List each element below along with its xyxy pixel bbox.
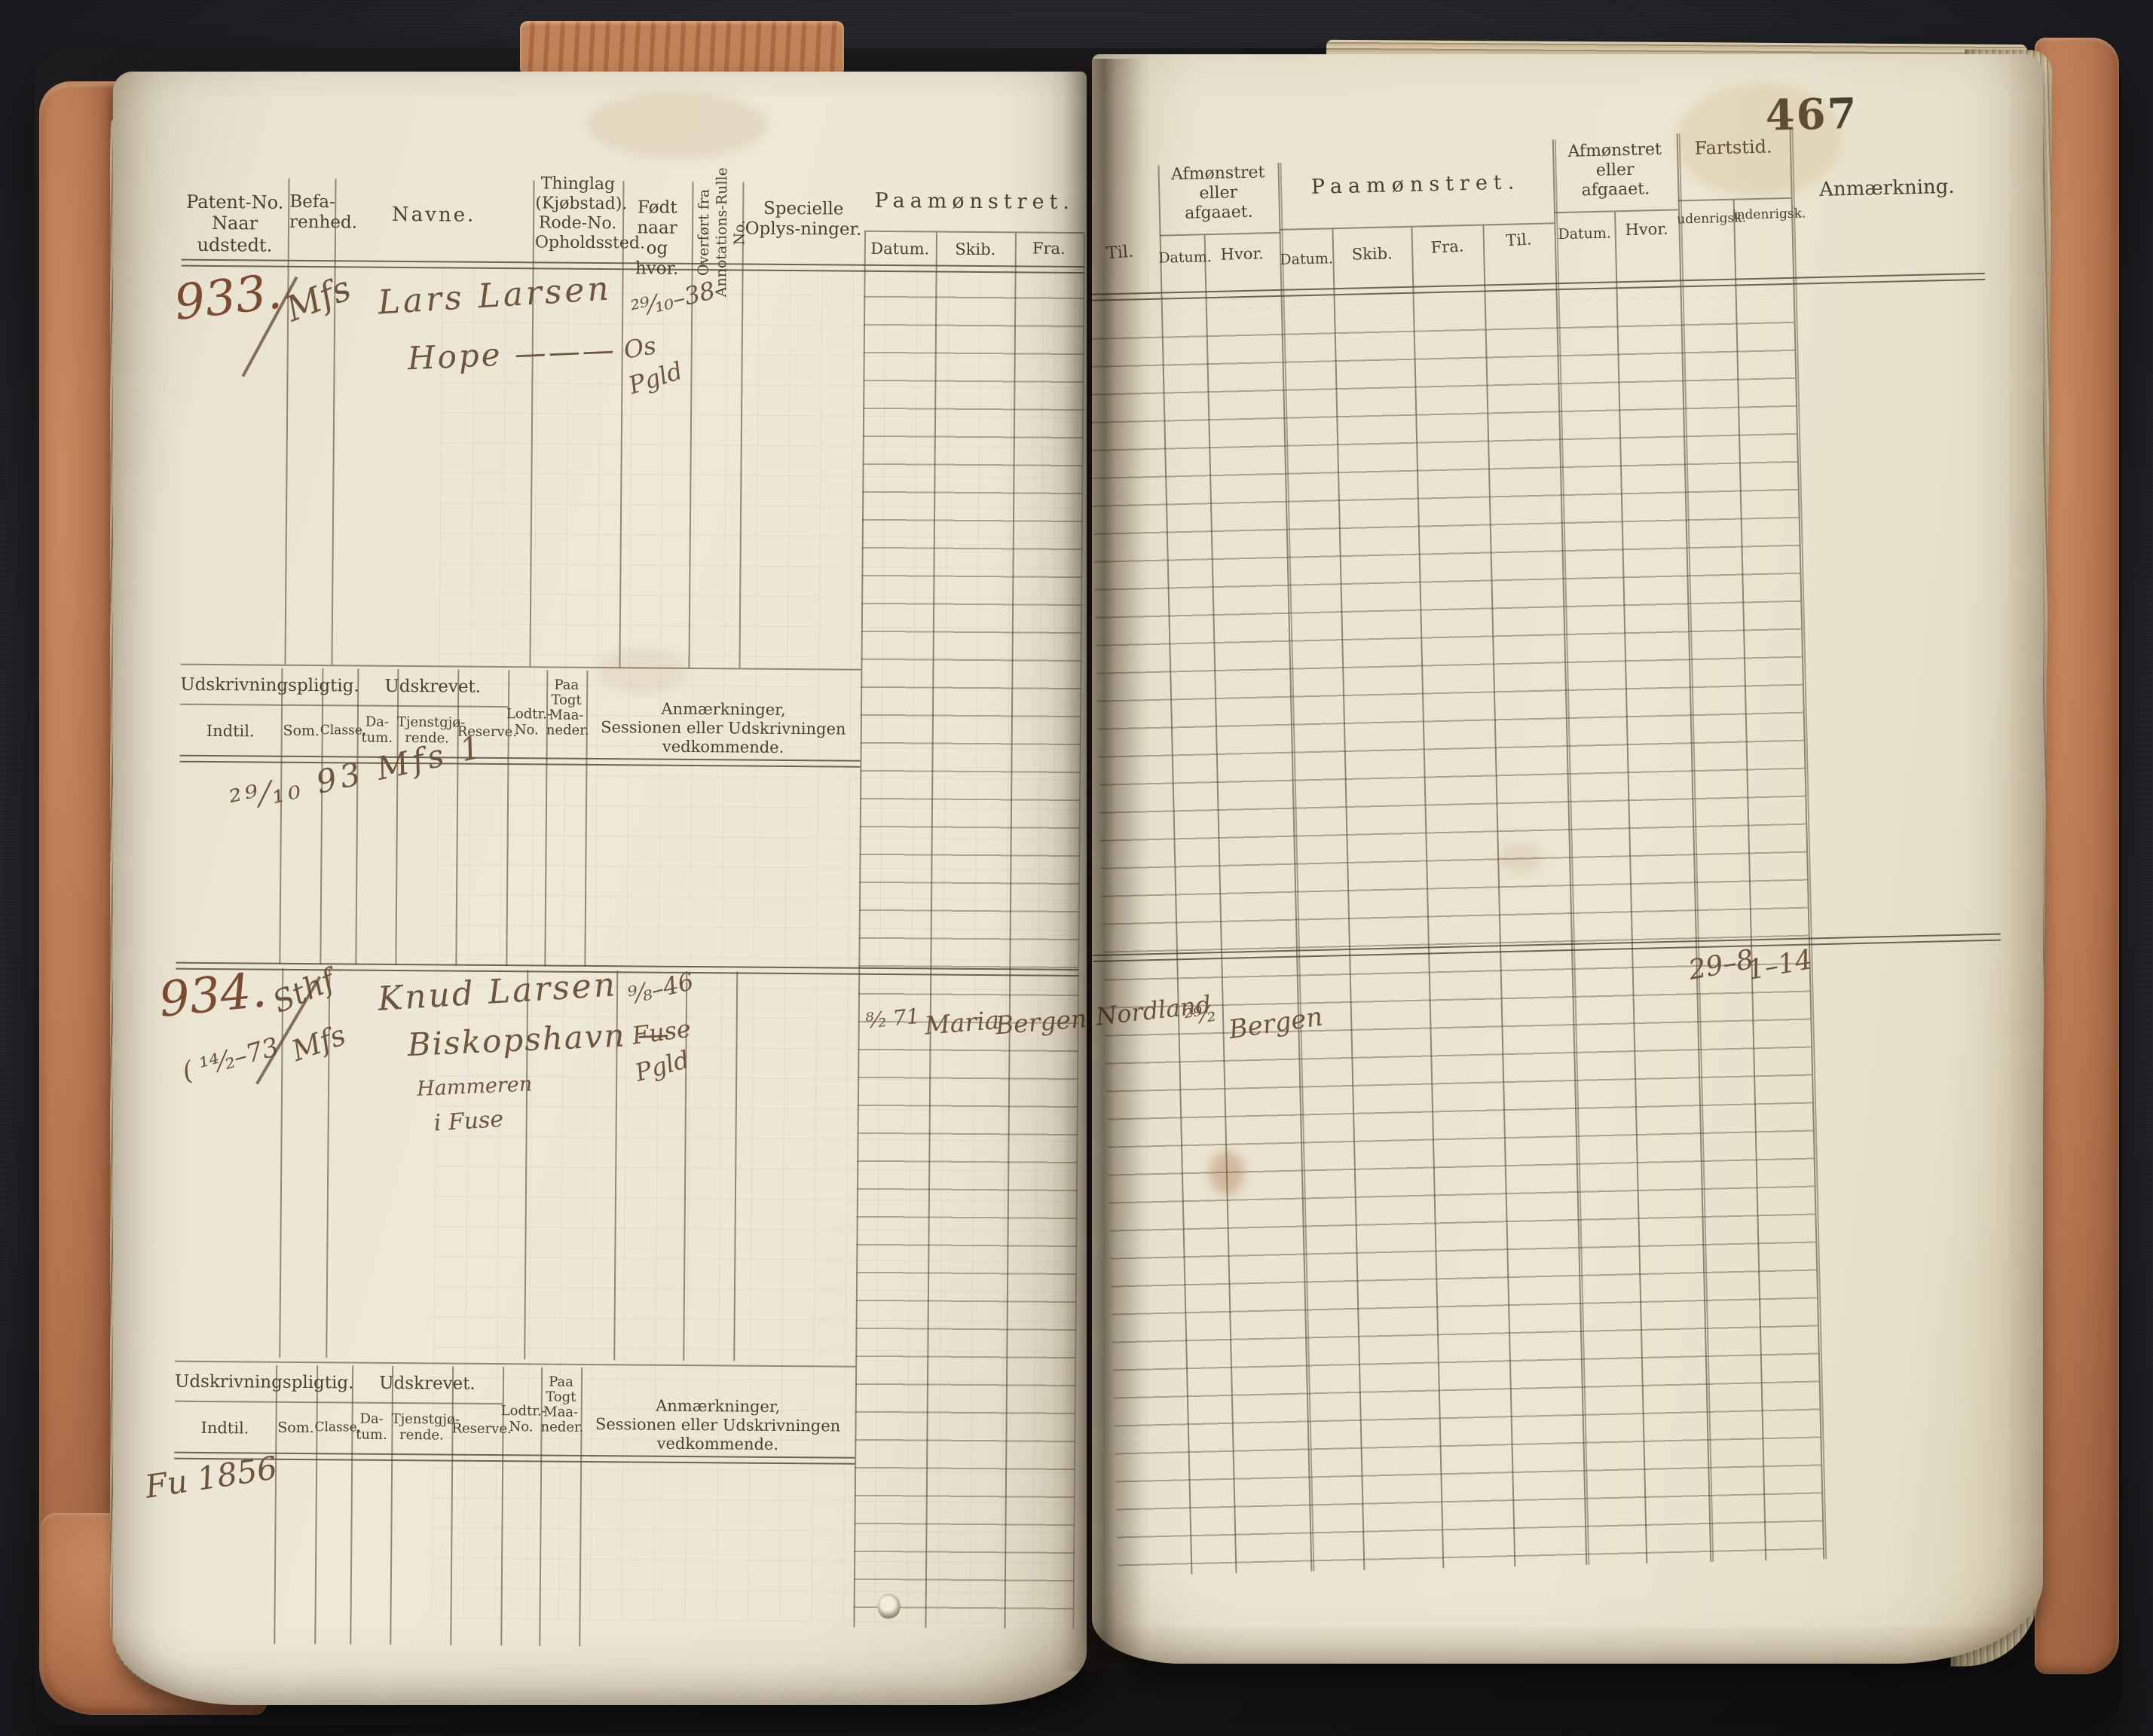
subheader-fra: Fra. [1032,239,1066,258]
entry-933-born-date: ²⁹⁄₁₀–38 [628,276,718,324]
subheader-udenrigsk: udenrigsk. [1677,210,1747,228]
subtable1-paa-togt: Paa Togt Maa-neder. [546,677,589,739]
ruled-rows [1092,295,1824,1578]
subtable2-reserve: Reserve. [451,1420,512,1438]
group-afmonstret-1-line2: afgaaet. [1184,202,1253,223]
entry-933-born-place: Os [621,331,659,365]
subheader-afm2-datum: Datum. [1558,225,1612,243]
left-page: Patent-No. Naar udstedt. Befa-renhed. Na… [113,72,1087,1705]
entry-934-name-line1: Knud Larsen [376,965,619,1019]
group-afmonstret-2-line1: Afmønstret eller [1567,139,1662,180]
entry-934-paamonstret-datum: ⁸⁄₂ 71 [864,1003,921,1034]
subheader-indenrigsk: indenrigsk. [1732,206,1806,223]
subheader-afm1-hvor: Hvor. [1220,244,1265,264]
subheader-p2-skib: Skib. [1351,244,1393,264]
header-navne: Navne. [391,203,476,227]
grid-vline [529,180,535,667]
grid-vline [739,182,745,668]
subtable2-udskrivningspligtig: Udskrivningspligtig. [174,1371,354,1393]
subtable1-udskrivningspligtig: Udskrivningspligtig. [180,674,359,696]
entry-933-number: 933. [171,264,285,332]
group-paamonstret: Paamønstret. [874,188,1075,214]
subtable1-indtil: Indtil. [206,721,255,741]
subtable2-udskrevet: Udskrevet. [379,1373,476,1394]
header-specielle-oplysninger: Specielle Oplys-ninger. [745,198,862,240]
group-paamonstret-2: Paamønstret. [1310,170,1521,199]
grid-hline [1554,209,1679,214]
grid-vline [350,1365,354,1645]
subtable1-som: Som. [283,722,320,740]
grid-vline [355,668,359,965]
grid-vline [395,668,399,965]
subtable2-datum: Da-tum. [356,1410,387,1444]
subtable2-classe: Classe. [314,1420,362,1435]
subtable1-anmaerkninger: Anmærkninger, Sessionen eller Udskrivnin… [586,699,861,757]
grid-vline [279,668,283,964]
header-befarenhed: Befa-renhed. [289,191,358,233]
subtable2-anmaerkninger: Anmærkninger, Sessionen eller Udskrivnin… [580,1396,855,1454]
book-spine-top [520,21,844,72]
grid-vline [450,1366,454,1646]
grid-vline [619,181,625,668]
entry-934-afmonstret-datum: ²⁹⁄₂ [1182,1000,1218,1032]
subheader-p2-til: Til. [1505,230,1533,250]
stain [586,90,768,160]
grid-hline [1159,231,1280,237]
subheader-afm2-hvor: Hvor. [1625,219,1668,240]
subheader-p2-datum: Datum. [1280,250,1334,268]
stain [597,648,688,694]
grid-double-rule [1092,272,1986,302]
subtable1-anm-line2: Sessionen eller Udskrivningen vedkommend… [601,717,846,756]
header-thinglag: Thinglag (Kjøbstad). Rode-No. Opholdsste… [534,174,646,253]
grid-hline [1279,222,1555,231]
entry-933-name-line1: Lars Larsen [377,269,613,322]
subtable2-lodtr-no: Lodtr.- No. [500,1403,546,1435]
entry-934-paamonstret-skib: Maria [923,1004,1001,1041]
leather-edge-left [39,84,115,1712]
entry-934-number: 934. [156,962,269,1028]
entry-934-befarenhed: Mfs [287,1018,350,1068]
grid-vline [733,971,739,1362]
group-fartstid: Fartstid. [1694,136,1772,159]
subheader-skib: Skib. [955,240,996,259]
grid-vline [331,179,337,665]
ruled-rows [853,269,1084,1628]
group-afmonstret-2: Afmønstret eller afgaaet. [1552,139,1678,201]
subtable1-lodtr-no: Lodtr.- No. [506,706,552,738]
group-afmonstret-1-line1: Afmønstret eller [1170,163,1265,203]
header-patent-no: Patent-No. Naar udstedt. [186,191,284,256]
grid-vline [279,967,284,1358]
grid-vline [390,1365,394,1645]
subtable2-som: Som. [277,1419,314,1437]
entry-933-befarenhed: Mfs [280,267,356,330]
entry-934-residence-line1: Hammeren [416,1072,533,1102]
subtable1-udskrevet: Udskrevet. [384,676,482,697]
subtable2-paa-togt: Paa Togt Maa-neder. [540,1374,584,1436]
grid-vline [455,669,460,966]
subheader-p2-fra: Fra. [1430,237,1465,257]
subtable1-anm-line1: Anmærkninger, [661,699,786,720]
page-number: 467 [1764,88,1859,141]
grid-hline [864,230,1085,234]
group-afmonstret-2-line2: afgaaet. [1581,179,1650,200]
right-page: 467 Til. Afmønstret eller afgaaet. Datum… [1092,54,2043,1664]
grid-vline [320,668,324,965]
entry-933-name-line2: Hope ——— [406,330,617,377]
group-afmonstret-1: Afmønstret eller afgaaet. [1158,163,1279,225]
subheader-datum: Datum. [870,239,930,258]
header-anmaerkning: Anmærkning. [1818,175,1955,201]
subtable1-classe: Classe. [320,723,367,738]
entry-934-date-note: ( ¹⁴⁄₂–73 [179,1032,283,1088]
paper-hole [877,1593,901,1620]
subtable1-datum: Da-tum. [361,714,393,747]
subheader-afm1-datum: Datum. [1158,249,1213,267]
subtable2-tjenstgjorende: Tjenstgjø-rende. [391,1410,460,1444]
grid-vline [274,1365,278,1644]
subtable2-anm-line2: Sessionen eller Udskrivningen vedkommend… [595,1414,841,1453]
subtable2-indtil: Indtil. [200,1418,249,1438]
subtable2-anm-line1: Anmærkninger, [656,1396,781,1416]
subheader-til-carryover: Til. [1106,242,1134,264]
grid-vline [314,1365,319,1645]
entry-934-residence-line2: i Fuse [433,1105,505,1137]
